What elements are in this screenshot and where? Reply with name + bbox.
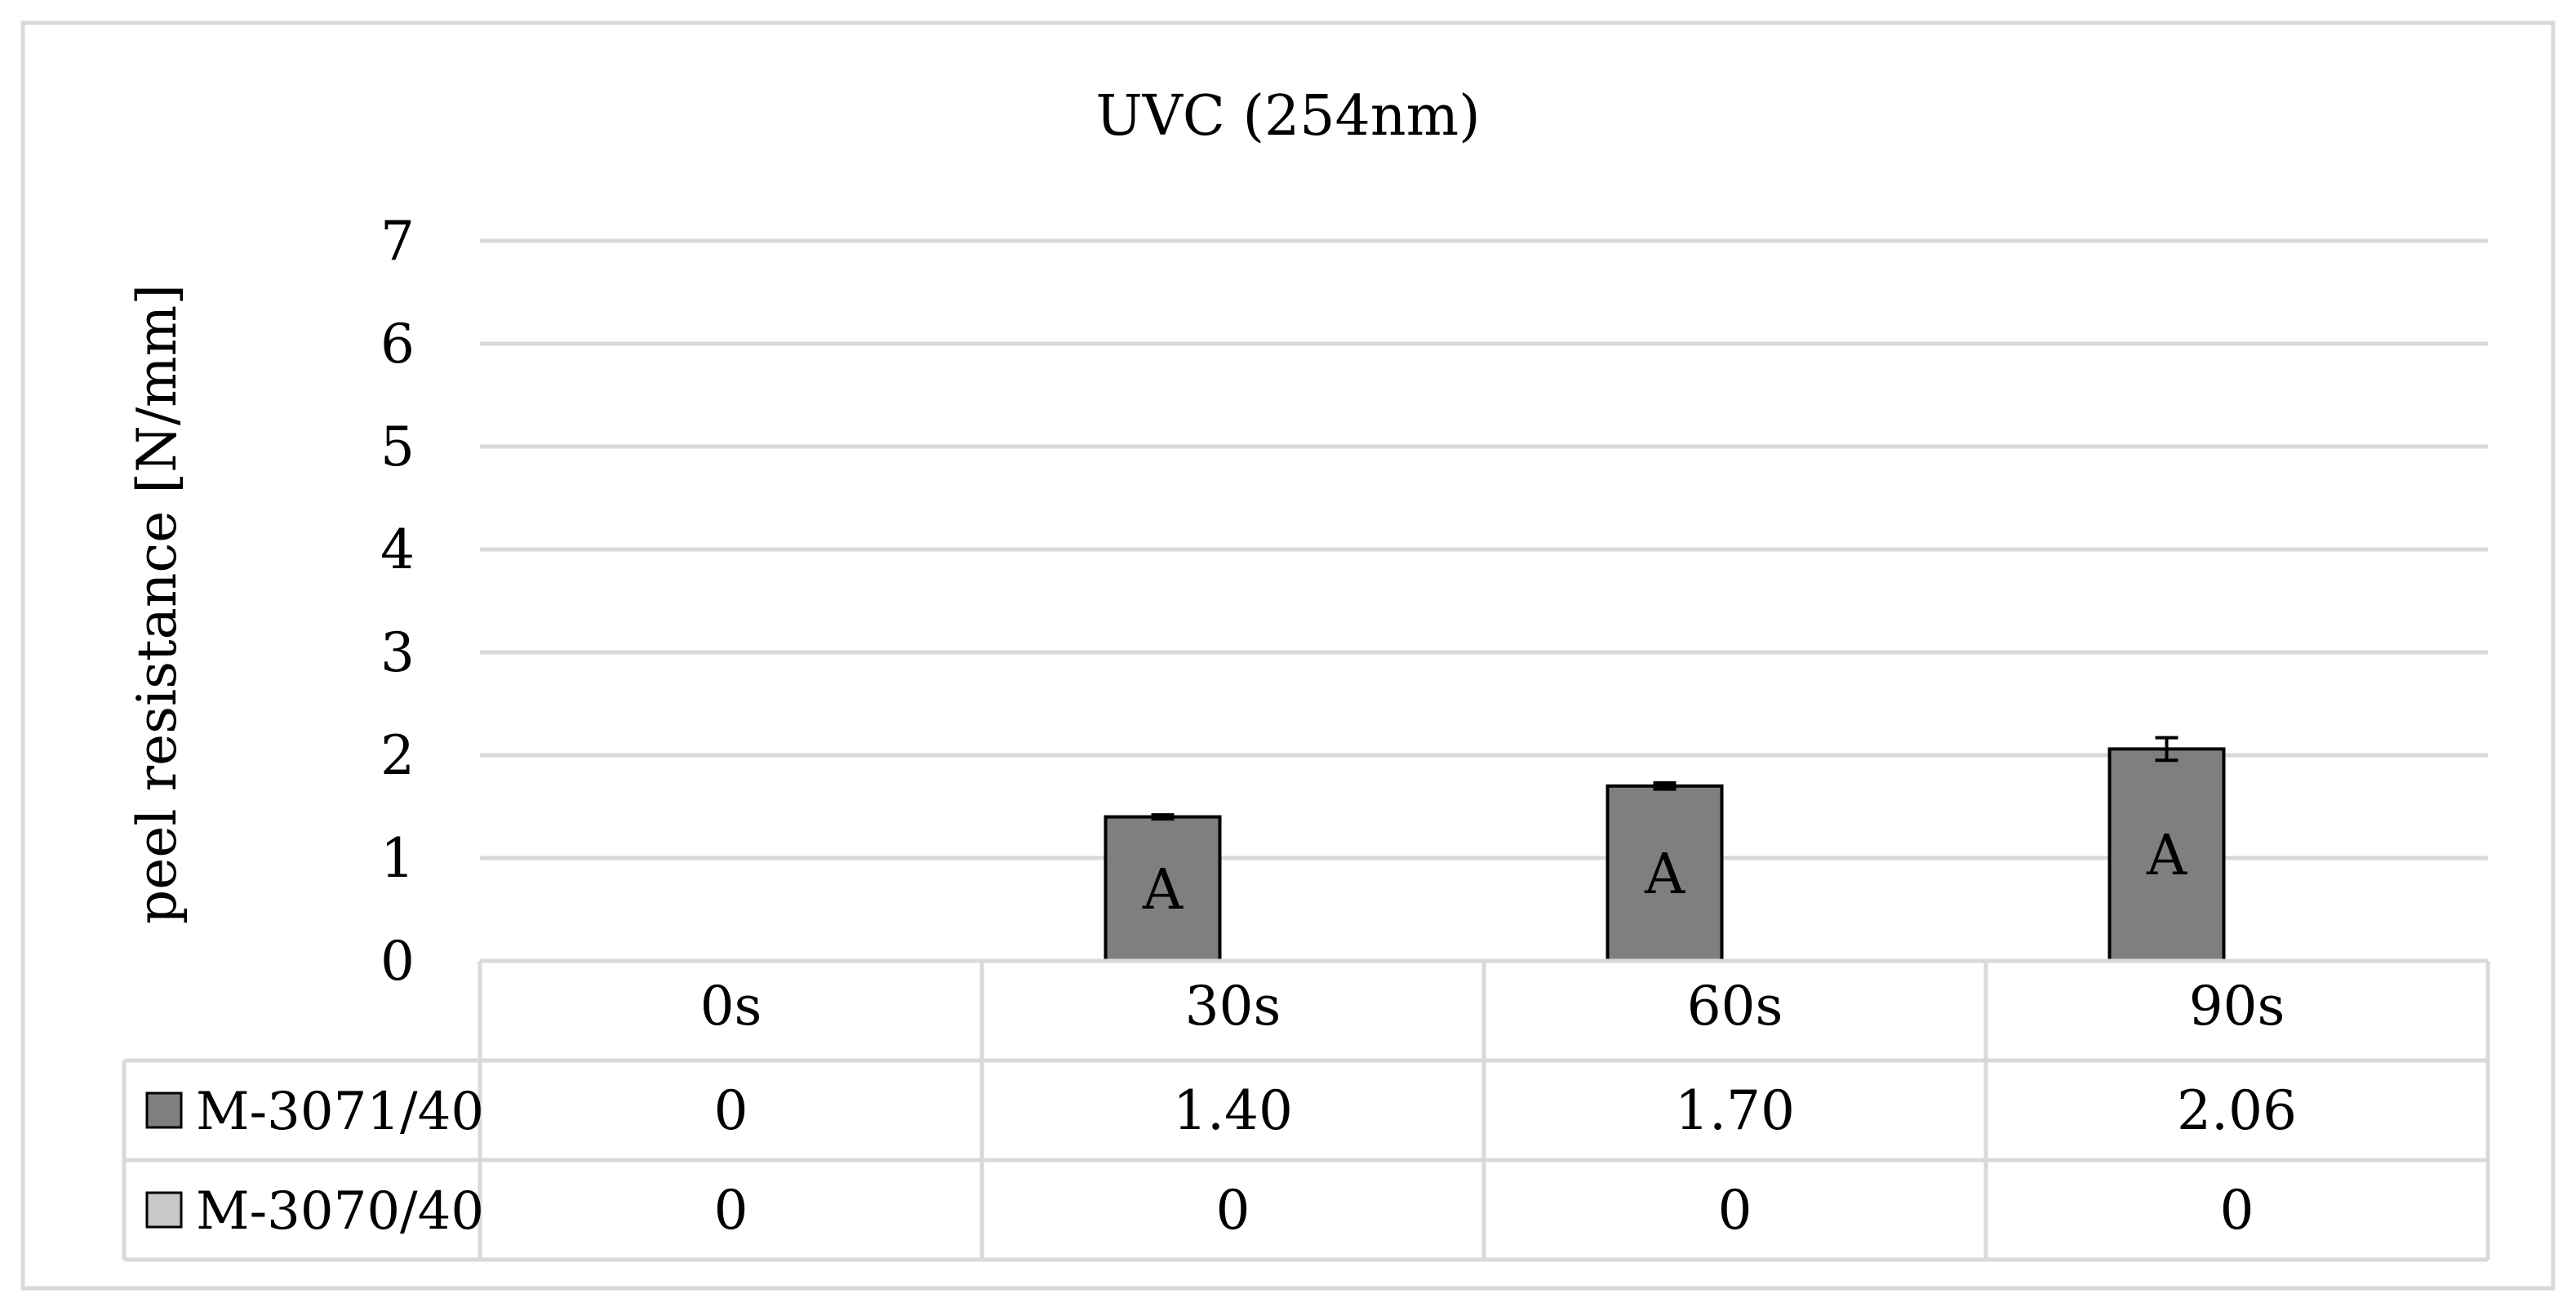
y-tick-labels: 0 1 2 3 4 5 6 7 bbox=[380, 210, 415, 993]
bar-s0-c2 bbox=[1606, 784, 1724, 963]
bar-label-s0-c2: A bbox=[1644, 843, 1686, 907]
y-tick-label-2: 2 bbox=[380, 724, 415, 787]
legend-swatch-1 bbox=[145, 1191, 183, 1229]
table-value-s0-c1: 1.40 bbox=[1173, 1079, 1293, 1142]
data-table: 0s 30s 60s 90s M-3071/40 0 1.40 1.70 2.06 M-3070/… bbox=[122, 958, 2490, 1262]
table-value-s1-c3: 0 bbox=[2220, 1179, 2254, 1242]
chart-frame bbox=[20, 20, 2556, 1291]
y-tick-label-6: 6 bbox=[380, 313, 415, 376]
table-value-s0-c2: 1.70 bbox=[1675, 1079, 1795, 1142]
table-value-s0-c3: 2.06 bbox=[2177, 1079, 2297, 1142]
bar-s0-c3 bbox=[2107, 747, 2226, 963]
y-tick-label-1: 1 bbox=[380, 827, 415, 890]
category-label-3: 90s bbox=[2189, 975, 2285, 1038]
table-value-s1-c0: 0 bbox=[714, 1179, 748, 1242]
table-value-s1-c2: 0 bbox=[1718, 1179, 1752, 1242]
category-label-1: 30s bbox=[1185, 975, 1281, 1038]
table-value-s1-c1: 0 bbox=[1216, 1179, 1250, 1242]
chart-title: UVC (254nm) bbox=[1095, 84, 1480, 149]
y-tick-label-0: 0 bbox=[380, 930, 415, 993]
y-tick-label-7: 7 bbox=[380, 210, 415, 273]
y-tick-label-3: 3 bbox=[380, 621, 415, 684]
legend-label-1: M-3070/40 bbox=[196, 1181, 484, 1242]
category-label-2: 60s bbox=[1687, 975, 1783, 1038]
table-value-s0-c0: 0 bbox=[714, 1079, 748, 1142]
legend-swatch-0 bbox=[145, 1091, 183, 1129]
y-tick-label-4: 4 bbox=[380, 518, 415, 581]
y-tick-label-5: 5 bbox=[380, 416, 415, 478]
y-axis-label: peel resistance [N/mm] bbox=[126, 284, 189, 924]
category-label-0: 0s bbox=[700, 975, 762, 1038]
bar-label-s0-c1: A bbox=[1142, 858, 1184, 923]
legend-label-0: M-3071/40 bbox=[196, 1082, 484, 1142]
bar-label-s0-c3: A bbox=[2146, 824, 2187, 888]
